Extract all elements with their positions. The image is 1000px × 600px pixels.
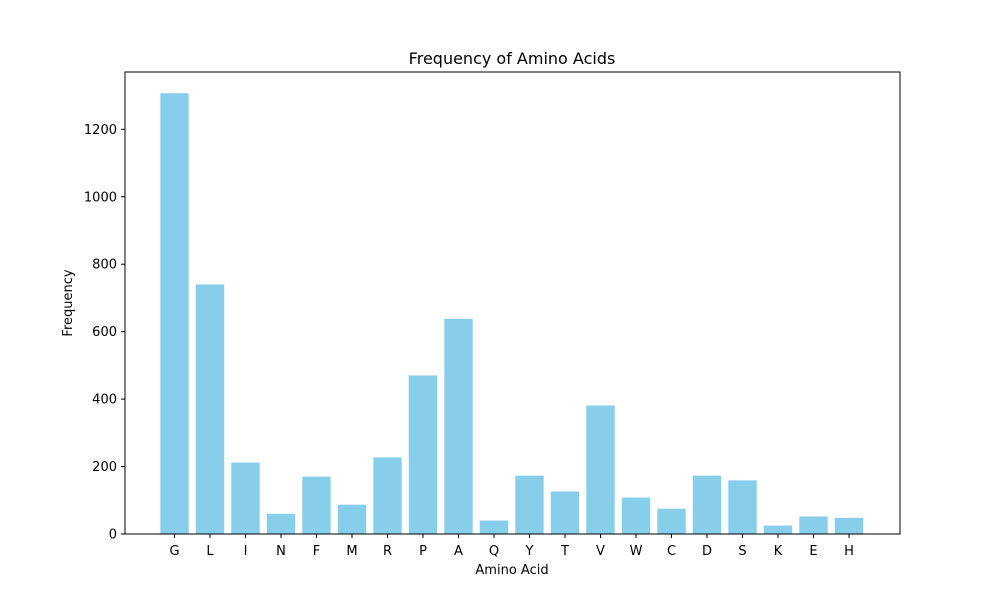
- bar-D: [692, 475, 722, 534]
- bar-Q: [479, 520, 509, 534]
- bars-group: [160, 93, 864, 534]
- x-tick-label: C: [667, 544, 676, 559]
- y-tick-label: 600: [92, 325, 117, 340]
- x-tick-label: L: [206, 544, 214, 559]
- x-tick-label: A: [454, 544, 463, 559]
- bar-P: [408, 375, 438, 534]
- x-tick-label: I: [244, 544, 248, 559]
- bar-T: [550, 491, 580, 534]
- y-tick-label: 200: [92, 460, 117, 475]
- bar-Y: [515, 475, 544, 534]
- bar-K: [763, 525, 793, 534]
- x-tick-label: K: [774, 544, 783, 559]
- x-tick-label: P: [419, 544, 427, 559]
- x-tick-label: R: [383, 544, 392, 559]
- y-tick-label: 1200: [84, 123, 117, 138]
- x-tick-label: F: [313, 544, 320, 559]
- x-tick-label: N: [276, 544, 286, 559]
- x-tick-label: E: [809, 544, 817, 559]
- y-tick-label: 800: [92, 258, 117, 273]
- bar-A: [444, 318, 473, 534]
- bar-W: [621, 497, 651, 534]
- bar-V: [586, 405, 615, 534]
- y-tick-label: 400: [92, 393, 117, 408]
- y-axis-ticks: 0 200 400 600 800 1000 1200: [84, 123, 125, 543]
- x-tick-label: Q: [489, 544, 499, 559]
- bar-G: [160, 93, 189, 534]
- x-axis-label: Amino Acid: [475, 563, 548, 578]
- y-tick-label: 1000: [84, 190, 117, 205]
- bar-E: [799, 516, 828, 534]
- x-tick-label: H: [844, 544, 854, 559]
- x-tick-label: W: [630, 544, 643, 559]
- chart-title: Frequency of Amino Acids: [409, 49, 616, 68]
- bar-N: [266, 513, 296, 534]
- bar-S: [728, 480, 757, 534]
- bar-M: [337, 504, 367, 534]
- x-tick-label: S: [738, 544, 746, 559]
- x-tick-label: V: [596, 544, 605, 559]
- bar-H: [834, 517, 864, 534]
- x-tick-label: D: [702, 544, 712, 559]
- x-tick-label: Y: [525, 544, 534, 559]
- x-tick-label: T: [560, 544, 569, 559]
- bar-R: [373, 457, 402, 534]
- bar-C: [657, 508, 686, 534]
- bar-F: [302, 476, 331, 534]
- y-tick-label: 0: [109, 528, 117, 543]
- y-axis-label: Frequency: [61, 269, 76, 336]
- bar-L: [195, 284, 225, 534]
- x-tick-label: G: [169, 544, 179, 559]
- bar-I: [231, 462, 260, 534]
- x-tick-label: M: [346, 544, 357, 559]
- plot-frame: [124, 71, 901, 535]
